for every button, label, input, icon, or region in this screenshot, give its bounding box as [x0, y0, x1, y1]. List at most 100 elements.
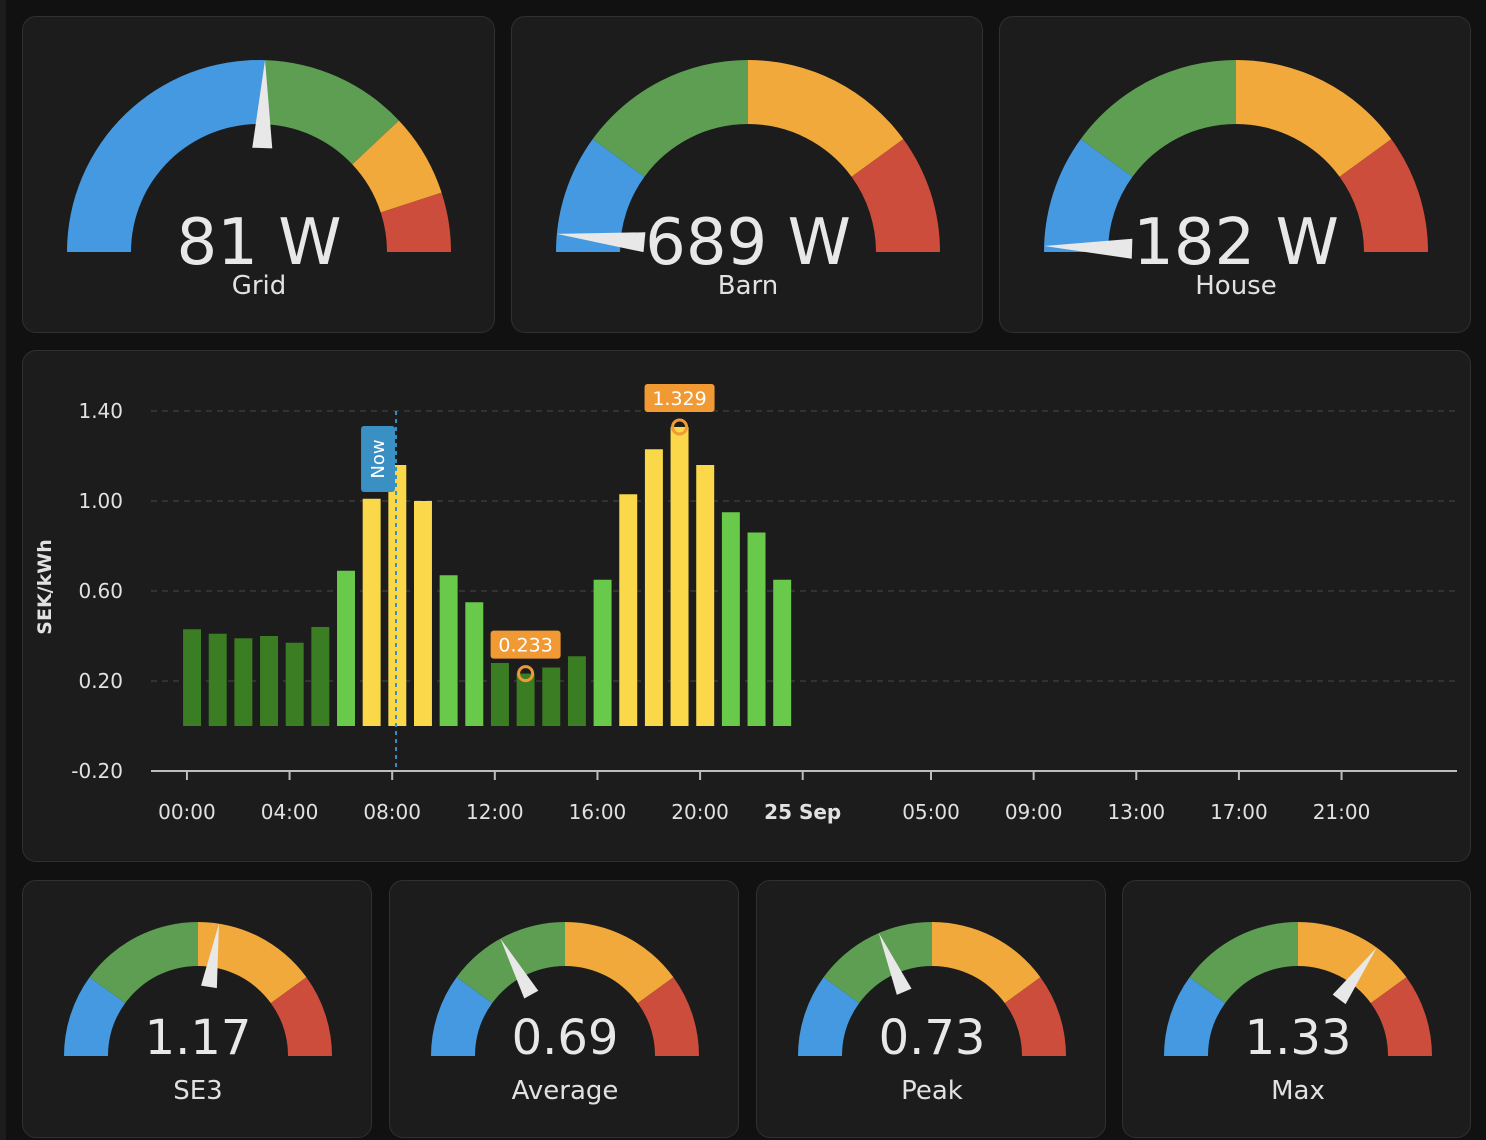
gauge-value: 1.33: [1245, 1010, 1352, 1066]
bar: [567, 656, 586, 726]
gauge-label: SE3: [173, 1076, 222, 1106]
gauge-needle: [1332, 947, 1377, 1005]
bar: [285, 642, 304, 726]
gauge-label: Grid: [232, 271, 287, 301]
gauge-card-average[interactable]: 0.69 Average: [389, 880, 739, 1138]
gauge-arcs: [67, 59, 451, 252]
x-tick-label: 25 Sep: [764, 800, 841, 824]
x-tick-label: 08:00: [363, 800, 421, 824]
mid-segment: [1189, 922, 1298, 1004]
high-segment: [1236, 60, 1392, 177]
bar: [234, 638, 253, 726]
chart-annotations: 1.329 0.233: [490, 383, 715, 683]
x-tick-label: 05:00: [902, 800, 960, 824]
now-marker: Now: [361, 411, 398, 771]
annotation-label: 1.329: [652, 388, 706, 410]
bar: [465, 602, 484, 726]
gauge-label: House: [1195, 271, 1276, 301]
price-chart-card[interactable]: SEK/kWh 1.40 1.00 0.60 0.20 -0.20 00:00 04:00…: [22, 350, 1471, 862]
bar: [183, 629, 202, 726]
low-segment: [1164, 977, 1226, 1056]
chart-bars: [183, 426, 792, 726]
mid-segment: [823, 922, 932, 1004]
gauge-needle: [201, 923, 219, 989]
high-segment: [352, 120, 442, 213]
y-tick-label: 1.00: [78, 489, 123, 513]
bar: [311, 627, 330, 726]
barn-gauge: 689 W Barn: [556, 59, 940, 301]
gauge-needle: [252, 60, 273, 149]
gauge-arcs: [1164, 922, 1432, 1056]
bar: [337, 570, 355, 726]
peak-gauge: 0.73 Peak: [798, 922, 1066, 1106]
y-axis-ticks: 1.40 1.00 0.60 0.20 -0.20: [71, 399, 123, 783]
high-segment: [748, 60, 904, 177]
bar: [388, 465, 407, 726]
bar: [413, 501, 432, 726]
bar: [644, 449, 663, 726]
gauge-card-grid[interactable]: 81 W Grid: [22, 16, 495, 333]
high-segment: [932, 922, 1041, 1004]
gauge-value: 0.69: [512, 1010, 619, 1066]
bar: [516, 673, 535, 726]
high-segment: [565, 922, 674, 1004]
gauge-value: 1.17: [145, 1010, 252, 1066]
max-segment: [851, 139, 940, 252]
bar: [490, 663, 509, 726]
x-tick-label: 20:00: [671, 800, 729, 824]
x-tick-label: 12:00: [466, 800, 524, 824]
gauge-needle: [500, 938, 539, 999]
mid-segment: [1080, 59, 1236, 177]
gauge-label: Peak: [901, 1076, 963, 1106]
now-badge: [361, 426, 396, 492]
gauge-card-max[interactable]: 1.33 Max: [1122, 880, 1471, 1138]
bar: [670, 426, 689, 726]
bar: [747, 532, 766, 726]
annotation-marker: [517, 665, 535, 683]
x-tick-label: 16:00: [569, 800, 627, 824]
y-tick-label: -0.20: [71, 759, 123, 783]
annotation-label: 0.233: [498, 635, 552, 657]
gauge-label: Average: [512, 1076, 619, 1106]
bar: [773, 579, 792, 726]
average-gauge: 0.69 Average: [431, 922, 699, 1106]
bar: [208, 633, 227, 726]
low-segment: [1044, 139, 1133, 252]
bar: [439, 575, 458, 726]
max-segment: [1339, 139, 1428, 252]
y-tick-label: 0.60: [78, 579, 123, 603]
gauge-card-se3[interactable]: 1.17 SE3: [22, 880, 372, 1138]
y-axis-label: SEK/kWh: [34, 539, 56, 634]
gauge-needle: [878, 933, 912, 995]
x-tick-label: 17:00: [1210, 800, 1268, 824]
mid-segment: [592, 59, 748, 177]
gauge-card-barn[interactable]: 689 W Barn: [511, 16, 983, 333]
y-tick-label: 0.20: [78, 669, 123, 693]
low-segment: [556, 139, 645, 252]
bar: [362, 498, 381, 726]
low-segment: [431, 977, 493, 1056]
max-segment: [637, 977, 699, 1056]
bar: [619, 494, 638, 726]
max-gauge: 1.33 Max: [1164, 922, 1432, 1106]
bar: [542, 667, 561, 726]
house-gauge: 182 W House: [1044, 59, 1428, 301]
mid-segment: [263, 60, 399, 165]
annotation-marker: [671, 418, 689, 436]
y-tick-label: 1.40: [78, 399, 123, 423]
x-tick-label: 21:00: [1313, 800, 1371, 824]
x-tick-label: 09:00: [1005, 800, 1063, 824]
gauge-card-house[interactable]: 182 W House: [999, 16, 1471, 333]
x-tick-label: 04:00: [261, 800, 319, 824]
sidebar-edge: [0, 0, 6, 1140]
price-chart: SEK/kWh 1.40 1.00 0.60 0.20 -0.20 00:00 04:00…: [34, 383, 1457, 824]
gauge-needle: [1044, 238, 1133, 259]
gauge-label: Barn: [718, 271, 778, 301]
gauge-arcs: [1044, 59, 1428, 252]
gauge-card-peak[interactable]: 0.73 Peak: [756, 880, 1106, 1138]
se3-gauge: 1.17 SE3: [64, 922, 332, 1106]
x-tick-label: 13:00: [1107, 800, 1165, 824]
gauge-arcs: [556, 59, 940, 252]
gauge-needle: [556, 232, 646, 253]
gauge-arcs: [64, 922, 332, 1056]
